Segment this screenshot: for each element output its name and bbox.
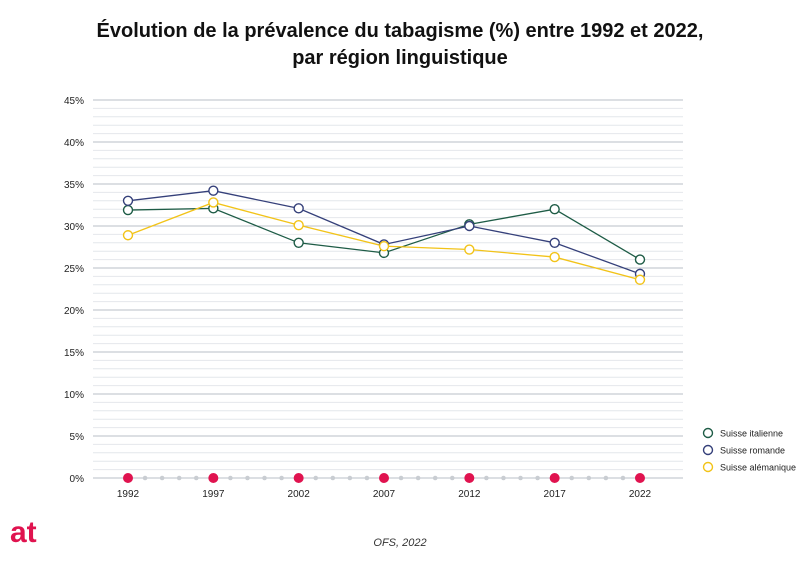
data-point: [122, 195, 134, 207]
data-point: [208, 185, 219, 196]
data-point: [549, 251, 560, 263]
chart-title-line-2: par région linguistique: [292, 47, 508, 69]
timeline-dot: [364, 475, 370, 481]
timeline-dot: [313, 475, 319, 481]
timeline-dot: [501, 475, 506, 481]
timeline-dot: [586, 475, 592, 481]
brand-logo-text: at: [10, 518, 37, 548]
brand-logo: at: [10, 518, 37, 548]
chart-title-line-1: Évolution de la prévalence du tabagisme …: [96, 20, 704, 42]
timeline-dot: [535, 475, 540, 481]
y-tick-label: 20%: [64, 306, 84, 317]
source-note: OFS, 2022: [373, 537, 427, 549]
data-point: [464, 220, 475, 232]
y-tick-label: 10%: [64, 390, 84, 401]
data-point: [549, 203, 560, 215]
data-point: [634, 254, 646, 265]
timeline-dot: [620, 475, 626, 481]
legend-label: Suisse italienne: [720, 429, 783, 439]
timeline-dot: [347, 475, 353, 481]
data-point: [122, 204, 134, 216]
x-tick-label: 1997: [202, 489, 225, 500]
timeline-dot: [603, 475, 609, 481]
y-tick-label: 40%: [64, 138, 84, 149]
timeline-dot: [484, 475, 489, 481]
data-point: [293, 203, 304, 214]
y-tick-label: 5%: [70, 432, 85, 443]
timeline-dot: [569, 475, 575, 481]
x-tick-label: 2007: [373, 489, 396, 500]
timeline-dot: [279, 475, 284, 481]
series-line: [127, 190, 641, 275]
timeline-marker: [635, 473, 645, 483]
timeline-marker: [379, 473, 389, 483]
timeline-dot: [142, 475, 148, 481]
y-tick-label: 25%: [64, 264, 84, 275]
timeline-dot: [432, 475, 438, 481]
x-tick-label: 2002: [288, 489, 311, 500]
x-tick-label: 2012: [458, 489, 481, 500]
timeline-marker: [208, 473, 219, 483]
timeline-dot: [330, 475, 336, 481]
data-point: [208, 197, 219, 208]
timeline-marker: [123, 473, 133, 483]
data-point: [464, 244, 475, 255]
y-tick-label: 35%: [64, 180, 84, 191]
x-tick-label: 2022: [629, 489, 652, 500]
data-point: [634, 274, 646, 285]
timeline-dot: [398, 475, 404, 481]
timeline-marker: [549, 473, 560, 483]
x-tick-label: 1992: [117, 489, 140, 500]
data-point: [122, 230, 134, 241]
timeline-dot: [449, 475, 455, 481]
legend-marker: [702, 444, 714, 456]
timeline-dot: [193, 475, 199, 481]
y-tick-label: 45%: [64, 96, 84, 107]
legend-marker: [702, 461, 714, 473]
data-point: [293, 219, 304, 231]
data-point: [293, 237, 304, 249]
x-tick-label: 2017: [544, 489, 567, 500]
timeline-marker: [464, 473, 475, 483]
timeline-dot: [245, 475, 250, 481]
data-point: [549, 237, 560, 249]
y-tick-label: 30%: [64, 222, 84, 233]
timeline-dot: [159, 475, 165, 481]
legend-label: Suisse romande: [720, 446, 785, 456]
timeline-marker: [293, 473, 304, 483]
data-point: [378, 240, 390, 252]
chart-title: Évolution de la prévalence du tabagisme …: [0, 18, 800, 72]
y-tick-label: 0%: [70, 474, 85, 485]
timeline-dot: [176, 475, 182, 481]
legend-marker: [702, 427, 714, 439]
timeline-dot: [415, 475, 421, 481]
timeline-dot: [262, 475, 267, 481]
legend-label: Suisse alémanique: [720, 463, 796, 473]
timeline-dot: [228, 475, 233, 481]
y-tick-label: 15%: [64, 348, 84, 359]
timeline-dot: [518, 475, 523, 481]
